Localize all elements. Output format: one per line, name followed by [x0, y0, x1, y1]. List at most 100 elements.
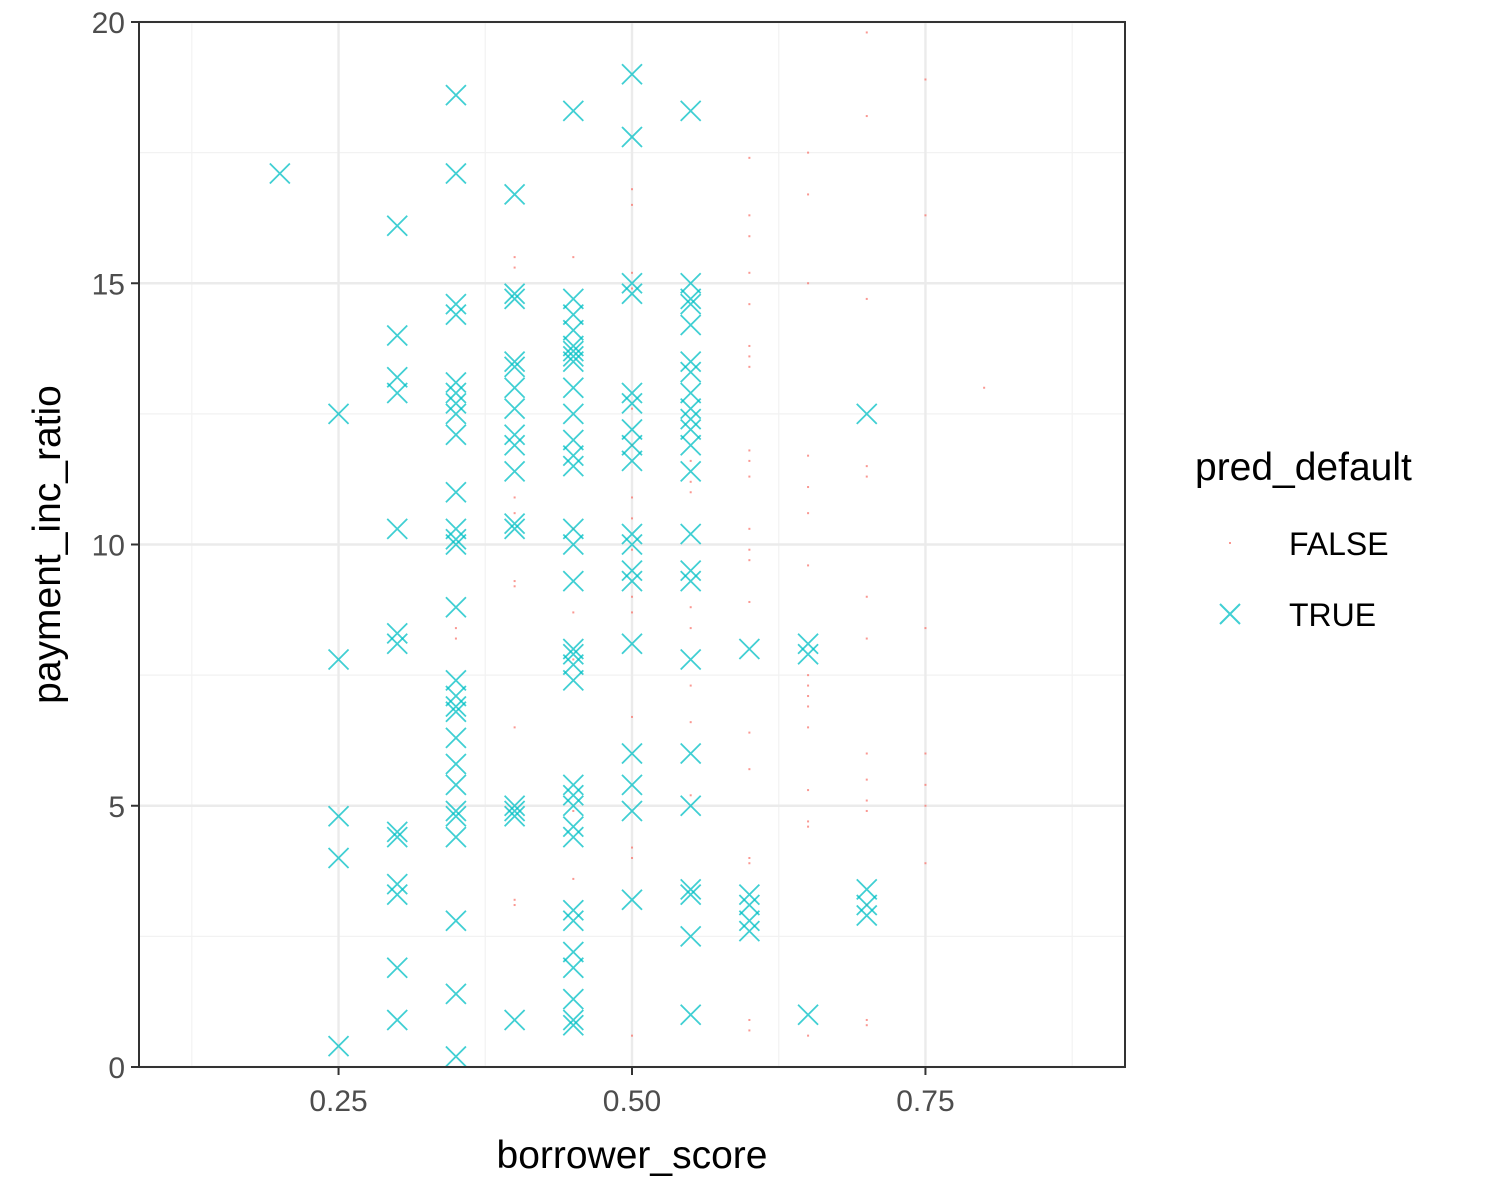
- data-point-true: [562, 345, 584, 368]
- data-point-false: [807, 282, 810, 285]
- data-point-false: [689, 684, 692, 687]
- data-point-true: [562, 1014, 584, 1036]
- data-point-false: [865, 115, 868, 118]
- data-point-false: [748, 1018, 751, 1021]
- data-point-true: [445, 1045, 467, 1068]
- data-point-true: [445, 805, 467, 827]
- data-point-true: [562, 643, 584, 665]
- data-point-true: [562, 100, 584, 122]
- data-point-false: [513, 726, 516, 729]
- data-point-true: [562, 816, 584, 838]
- data-point-false: [631, 595, 633, 598]
- data-point-true: [680, 408, 702, 430]
- x-tick-label: 0.50: [603, 1085, 661, 1118]
- data-point-true: [562, 988, 584, 1010]
- data-point-true: [386, 826, 408, 848]
- data-point-true: [680, 648, 702, 671]
- data-point-true: [327, 403, 350, 425]
- data-point-false: [572, 611, 575, 614]
- data-point-false: [748, 857, 751, 859]
- data-point-false: [865, 799, 868, 802]
- data-point-true: [680, 559, 702, 582]
- data-point-true: [386, 324, 408, 347]
- data-point-true: [503, 283, 526, 305]
- data-point-false: [572, 658, 575, 661]
- data-point-true: [562, 335, 584, 357]
- data-point-true: [445, 481, 467, 503]
- data-point-false: [983, 386, 986, 389]
- data-point-false: [807, 151, 810, 154]
- data-point-true: [445, 392, 467, 415]
- data-point-false: [631, 188, 633, 191]
- data-point-false: [513, 512, 516, 515]
- data-point-true: [738, 920, 761, 942]
- data-point-true: [621, 570, 643, 592]
- legend-item-true: TRUE: [1219, 597, 1376, 633]
- data-point-false: [865, 778, 868, 781]
- data-point-true: [680, 795, 702, 817]
- data-point-true: [621, 392, 643, 415]
- data-point-true: [738, 638, 761, 660]
- data-point-false: [807, 193, 810, 196]
- data-point-false: [807, 486, 810, 489]
- series-false-points: [454, 31, 986, 1037]
- data-point-true: [562, 826, 584, 848]
- data-point-false: [689, 491, 692, 494]
- data-point-false: [631, 548, 633, 551]
- data-point-true: [386, 821, 408, 843]
- data-point-true: [562, 899, 584, 921]
- data-point-true: [562, 941, 584, 963]
- data-point-true: [503, 377, 526, 399]
- data-point-false: [924, 804, 927, 807]
- data-point-true: [269, 162, 291, 185]
- data-point-false: [924, 783, 927, 786]
- legend-item-label: TRUE: [1289, 597, 1376, 633]
- data-point-true: [562, 288, 584, 310]
- data-point-false: [513, 904, 516, 907]
- data-point-false: [631, 203, 633, 206]
- data-point-true: [680, 100, 702, 122]
- data-point-false: [454, 627, 457, 630]
- x-axis-title: borrower_score: [497, 1134, 768, 1177]
- data-point-true: [445, 701, 467, 723]
- data-point-true: [562, 518, 584, 540]
- data-point-false: [748, 527, 751, 530]
- data-point-true: [503, 288, 526, 310]
- data-point-false: [631, 611, 633, 614]
- data-point-true: [621, 272, 643, 294]
- data-point-true: [680, 883, 702, 906]
- data-point-false: [924, 752, 927, 755]
- data-point-true: [562, 638, 584, 660]
- data-point-false: [865, 752, 868, 755]
- data-point-true: [327, 1035, 350, 1057]
- data-point-false: [513, 898, 516, 901]
- data-point-true: [445, 424, 467, 446]
- data-point-true: [503, 795, 526, 817]
- data-point-false: [748, 344, 751, 347]
- data-point-false: [631, 407, 633, 410]
- data-point-true: [562, 319, 584, 341]
- data-point-true: [680, 418, 702, 441]
- data-point-true: [503, 183, 526, 206]
- data-point-true: [680, 523, 702, 545]
- data-point-true: [680, 350, 702, 373]
- data-point-true: [445, 518, 467, 540]
- data-point-true: [445, 533, 467, 556]
- data-point-false: [865, 1024, 868, 1027]
- data-point-true: [503, 460, 526, 482]
- data-point-false: [748, 459, 751, 462]
- data-point-true: [327, 847, 350, 869]
- data-point-true: [503, 518, 526, 540]
- data-point-false: [513, 266, 516, 269]
- y-axis-title: payment_inc_ratio: [26, 385, 69, 704]
- data-point-true: [445, 382, 467, 404]
- data-point-true: [680, 314, 702, 336]
- data-point-true: [503, 350, 526, 373]
- data-point-false: [748, 548, 751, 551]
- data-point-false: [748, 1029, 751, 1032]
- data-point-true: [445, 983, 467, 1005]
- data-point-false: [572, 809, 575, 812]
- data-point-true: [680, 570, 702, 592]
- data-point-true: [386, 382, 408, 404]
